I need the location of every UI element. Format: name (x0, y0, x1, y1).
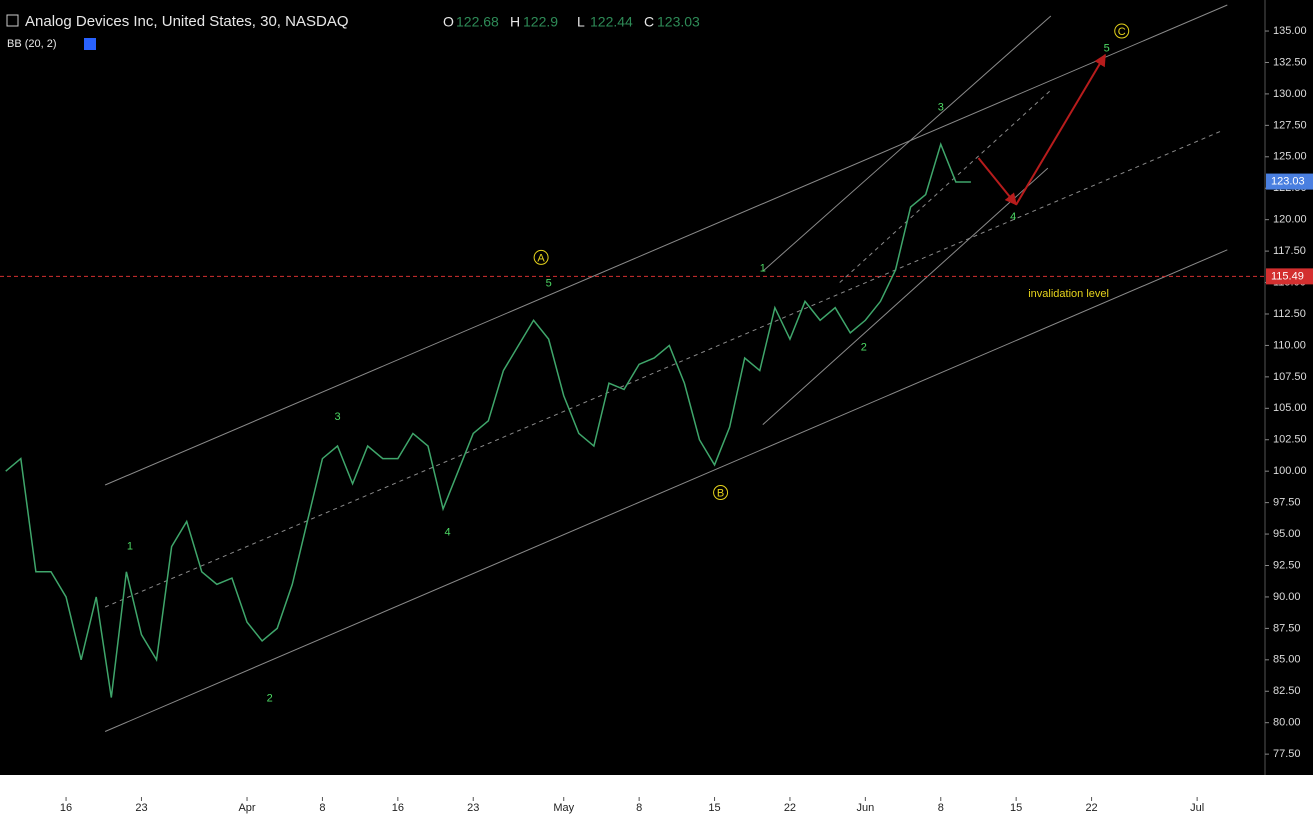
wave-label: A (537, 252, 545, 264)
ohlc-legend: O 122.68 H 122.9 L 122.44 C 123.03 (443, 14, 700, 30)
indicator-visibility[interactable] (84, 38, 96, 50)
trend-line (762, 167, 1049, 426)
x-tick-label: 8 (636, 802, 642, 814)
collapse-icon[interactable] (6, 14, 19, 27)
invalidation-tag: 115.49 (1271, 270, 1304, 282)
wave-label: 5 (1104, 42, 1110, 54)
x-tick-label: 16 (392, 802, 404, 814)
trend-line (104, 249, 1228, 732)
indicator-label[interactable]: BB (20, 2) (7, 38, 57, 50)
x-tick-label: 8 (319, 802, 325, 814)
ohlc-label: H (510, 14, 520, 30)
y-tick-label: 92.50 (1273, 559, 1301, 571)
y-tick-label: 87.50 (1273, 622, 1301, 634)
last-price-tag: 123.03 (1271, 175, 1305, 187)
wave-label: 4 (445, 526, 451, 538)
wave-circle (713, 485, 729, 501)
invalidation-text: invalidation level (1028, 288, 1109, 300)
y-tick-label: 110.00 (1273, 339, 1306, 351)
wave-label: 3 (938, 101, 944, 113)
wave-label: 5 (546, 277, 552, 289)
ohlc-value: 122.9 (523, 14, 558, 30)
wave-label: 1 (127, 540, 133, 552)
ohlc-value: 122.44 (590, 14, 633, 30)
ohlc-value: 123.03 (657, 14, 700, 30)
y-tick-label: 120.00 (1273, 214, 1307, 226)
price-line (5, 141, 971, 698)
x-tick-label: 8 (938, 802, 944, 814)
y-tick-label: 130.00 (1273, 88, 1307, 100)
wave-label: 4 (1010, 211, 1016, 223)
last-price-tag-bg (1266, 173, 1313, 190)
chart-title: Analog Devices Inc, United States, 30, N… (25, 13, 349, 30)
y-tick-label: 127.50 (1273, 119, 1307, 131)
y-tick-label: 82.50 (1273, 685, 1301, 697)
y-tick-label: 135.00 (1273, 25, 1307, 37)
y-tick-label: 125.00 (1273, 151, 1307, 163)
wave-label: 1 (760, 262, 766, 274)
y-tick-label: 95.00 (1273, 528, 1301, 540)
x-axis-band (0, 775, 1313, 814)
x-tick-label: 15 (708, 802, 720, 814)
wave-circle (1114, 23, 1130, 39)
x-tick-label: Jul (1190, 802, 1204, 814)
y-tick-label: 100.00 (1273, 465, 1307, 477)
wave-label: B (717, 487, 724, 499)
y-tick-label: 102.50 (1273, 434, 1307, 446)
trend-line (762, 15, 1052, 272)
ohlc-label: C (644, 14, 654, 30)
ohlc-value: 122.68 (456, 14, 499, 30)
x-tick-label: 22 (1085, 802, 1097, 814)
x-tick-label: May (553, 802, 574, 814)
wave-circle (533, 249, 549, 265)
y-tick-label: 85.00 (1273, 654, 1301, 666)
x-tick-label: 23 (467, 802, 479, 814)
trend-line (104, 129, 1223, 608)
y-tick-label: 77.50 (1273, 748, 1301, 760)
y-tick-label: 107.50 (1273, 371, 1307, 383)
y-tick-label: 132.50 (1273, 56, 1307, 68)
x-tick-label: 23 (135, 802, 147, 814)
x-tick-label: 16 (60, 802, 72, 814)
x-tick-label: 22 (784, 802, 796, 814)
wave-label: C (1118, 26, 1126, 38)
projection-arrow (977, 157, 1017, 206)
y-tick-label: 80.00 (1273, 717, 1301, 729)
projection-arrow (1015, 53, 1107, 206)
x-tick-label: Apr (238, 802, 255, 814)
trend-line (104, 4, 1228, 486)
wave-label: 2 (267, 692, 273, 704)
x-tick-label: 15 (1010, 802, 1022, 814)
y-tick-label: 117.50 (1273, 245, 1306, 257)
invalidation-tag-bg (1266, 268, 1313, 285)
y-tick-label: 105.00 (1273, 402, 1307, 414)
ohlc-label: L (577, 14, 585, 30)
wave-label: 2 (861, 342, 867, 354)
y-tick-label: 97.50 (1273, 497, 1301, 509)
y-tick-label: 90.00 (1273, 591, 1301, 603)
wave-label: 3 (334, 411, 340, 423)
y-tick-label: 112.50 (1273, 308, 1306, 320)
x-tick-label: Jun (856, 802, 874, 814)
ohlc-label: O (443, 14, 454, 30)
